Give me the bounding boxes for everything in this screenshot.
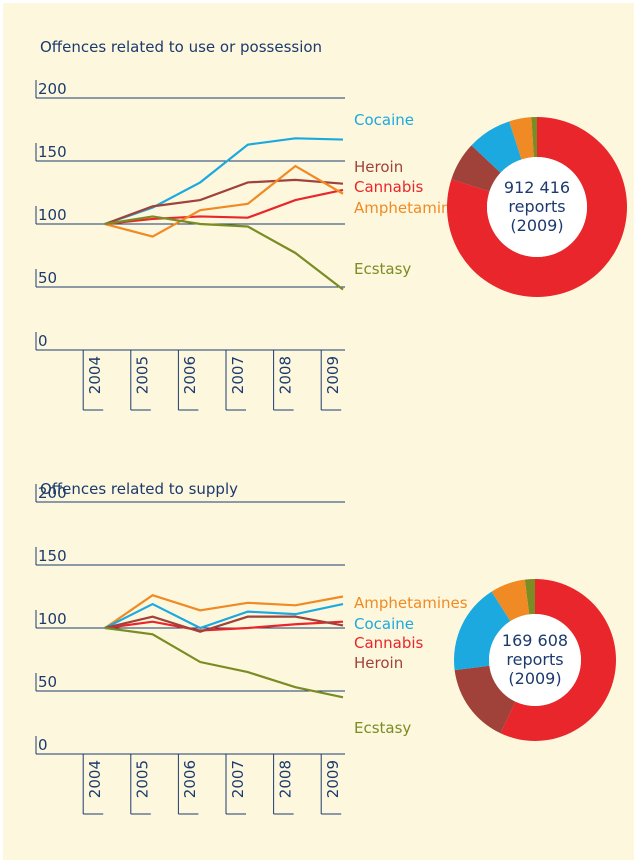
x-tick-label: 2007 [229, 356, 247, 394]
center-text: (2009) [508, 669, 561, 688]
series-line [104, 164, 344, 238]
center-text: reports [508, 197, 565, 216]
y-tick-label: 0 [38, 736, 48, 754]
series-line [104, 620, 344, 632]
x-tick-label: 2006 [181, 356, 199, 394]
x-tick-label: 2008 [276, 356, 294, 394]
series-label: Amphetamines [354, 199, 468, 217]
series-label: Heroin [354, 654, 403, 672]
series-line [104, 215, 344, 291]
donut-slice [471, 121, 522, 173]
x-tick-label: 2005 [134, 356, 152, 394]
series-label: Ecstasy [354, 260, 411, 278]
series-label: Cocaine [354, 615, 414, 633]
donut-slice [509, 117, 534, 160]
center-text: 169 608 [502, 631, 568, 650]
donut-slice [524, 578, 535, 615]
donut-hole [489, 614, 581, 706]
series-label: Ecstasy [354, 719, 411, 737]
donut-slice [446, 117, 627, 297]
y-tick-label: 100 [38, 610, 67, 628]
center-text: 912 416 [504, 178, 570, 197]
series-line [104, 615, 344, 633]
y-tick-label: 150 [38, 143, 67, 161]
x-tick-label: 2006 [181, 760, 199, 798]
donut-slice [491, 579, 530, 622]
y-tick-label: 200 [38, 484, 67, 502]
series-label: Cannabis [354, 634, 424, 652]
series-line [104, 188, 344, 226]
donut-slice [454, 591, 511, 671]
donut-slice [500, 579, 616, 742]
chart-title: Offences related to supply [40, 480, 238, 498]
y-tick-label: 50 [38, 269, 57, 287]
x-tick-label: 2008 [276, 760, 294, 798]
y-tick-label: 100 [38, 206, 67, 224]
x-tick-label: 2005 [134, 760, 152, 798]
donut-slice [454, 665, 516, 734]
series-line [104, 626, 344, 699]
y-tick-label: 150 [38, 547, 67, 565]
chart-title: Offences related to use or possession [40, 38, 322, 56]
x-tick-label: 2009 [324, 356, 342, 394]
series-label: Heroin [354, 158, 403, 176]
series-label: Cocaine [354, 111, 414, 129]
y-tick-label: 50 [38, 673, 57, 691]
y-tick-label: 0 [38, 332, 48, 350]
center-text: (2009) [510, 216, 563, 235]
donut-slice [451, 145, 501, 192]
series-label: Cannabis [354, 178, 424, 196]
x-tick-label: 2007 [229, 760, 247, 798]
center-text: reports [506, 650, 563, 669]
x-tick-label: 2009 [324, 760, 342, 798]
x-tick-label: 2004 [86, 356, 104, 394]
donut-slice [531, 117, 537, 158]
series-line [104, 178, 344, 226]
donut-hole [487, 157, 587, 257]
y-tick-label: 200 [38, 80, 67, 98]
series-line [104, 594, 344, 629]
x-tick-label: 2004 [86, 760, 104, 798]
series-line [104, 602, 344, 630]
series-label: Amphetamines [354, 594, 468, 612]
